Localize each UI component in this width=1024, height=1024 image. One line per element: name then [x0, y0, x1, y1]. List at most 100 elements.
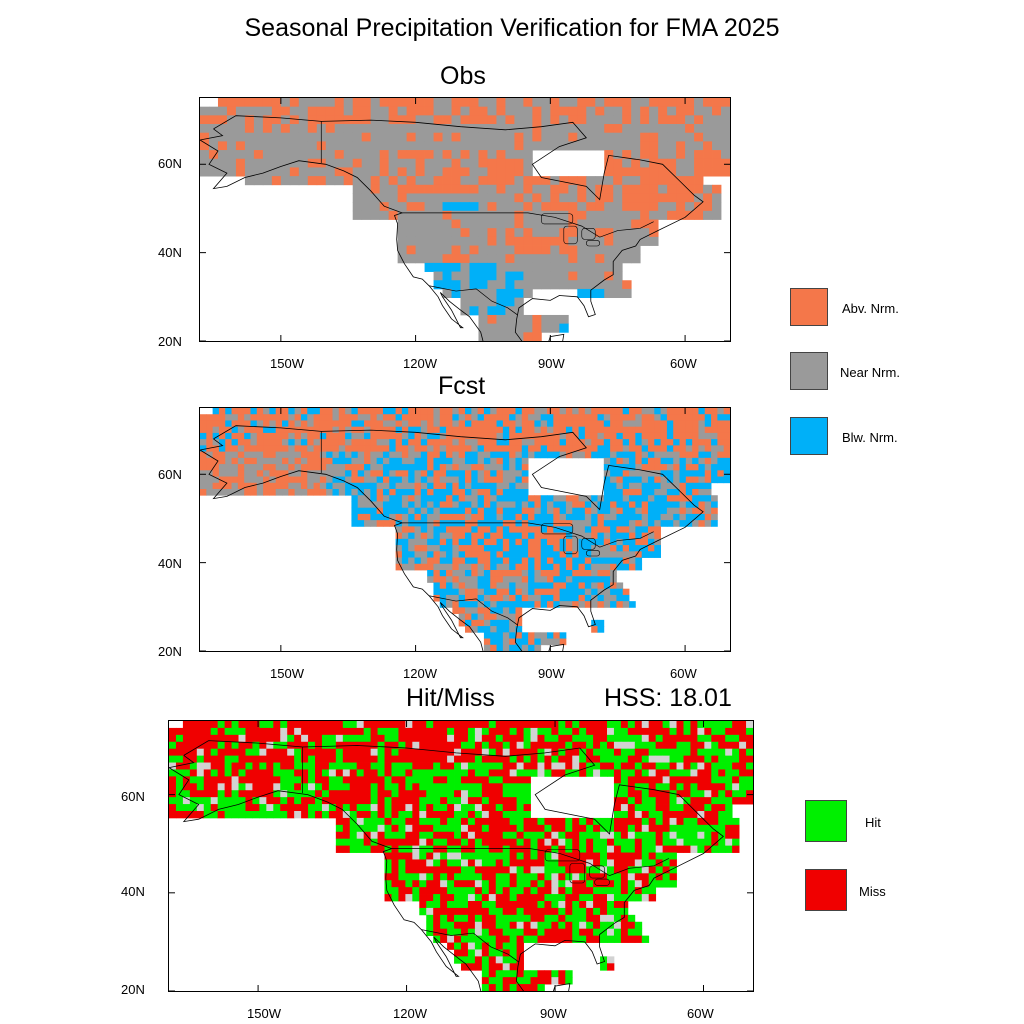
grid-cell-near: [237, 457, 245, 465]
grid-cell-above: [641, 420, 649, 428]
grid-cell-hit: [447, 727, 455, 736]
grid-cell-miss: [495, 831, 504, 840]
grid-cell-hit: [704, 831, 712, 840]
grid-cell-near: [332, 451, 340, 459]
grid-cell-hit: [579, 755, 587, 763]
grid-cell-below: [471, 451, 479, 459]
grid-cell-below: [666, 432, 674, 440]
grid-cell-miss: [711, 817, 719, 826]
grid-cell-above: [253, 98, 264, 108]
grid-cell-near: [376, 451, 384, 459]
grid-cell-above: [351, 476, 359, 484]
grid-cell-above: [334, 150, 345, 160]
grid-cell-near: [460, 236, 470, 246]
grid-cell-miss: [433, 845, 441, 853]
grid-cell-above: [577, 106, 587, 116]
grid-cell-near: [586, 184, 596, 194]
grid-cell-below: [603, 420, 611, 428]
grid-cell-near: [424, 115, 434, 125]
grid-cell-miss: [363, 776, 372, 784]
grid-cell-miss: [474, 741, 483, 750]
grid-cell-near: [208, 106, 219, 116]
grid-cell-hit: [210, 748, 219, 757]
grid-cell-below: [351, 520, 359, 527]
grid-cell-miss: [440, 741, 448, 750]
grid-cell-hit: [342, 734, 351, 743]
grid-cell-near: [406, 158, 416, 168]
grid-cell-above: [235, 167, 246, 177]
grid-cell-below: [490, 607, 497, 615]
grid-cell-near: [424, 254, 434, 264]
grid-cell-above: [460, 167, 470, 177]
grid-cell-above: [300, 420, 308, 428]
grid-cell-near: [541, 193, 551, 203]
grid-cell-above: [395, 563, 403, 571]
grid-cell-near: [458, 588, 466, 596]
grid-cell-miss: [461, 755, 469, 763]
grid-cell-hit: [516, 928, 524, 937]
grid-cell-hit: [572, 921, 580, 930]
grid-cell-below: [212, 432, 220, 440]
grid-cell-miss: [600, 762, 608, 770]
grid-cell-hit: [481, 928, 490, 937]
grid-cell-miss: [488, 734, 497, 743]
grid-cell-above: [294, 476, 302, 484]
grid-cell-hit: [335, 755, 344, 763]
grid-cell-miss: [391, 755, 399, 763]
grid-cell-below: [465, 570, 472, 577]
grid-cell-hit: [586, 741, 594, 750]
grid-cell-above: [442, 254, 452, 264]
grid-cell-hit: [384, 887, 392, 895]
grid-cell-above: [604, 167, 614, 177]
grid-cell-miss: [502, 894, 511, 902]
grid-cell-miss: [342, 831, 351, 840]
grid-cell-miss: [433, 914, 441, 923]
grid-cell-near: [532, 262, 542, 272]
grid-cell-near: [505, 132, 515, 142]
grid-cell-hit: [502, 852, 511, 860]
grid-cell-above: [446, 426, 453, 434]
grid-cell-below: [307, 408, 314, 415]
grid-cell-above: [496, 445, 504, 453]
grid-cell-near: [442, 158, 452, 168]
grid-cell-below: [477, 582, 485, 590]
grid-cell-hit: [544, 921, 552, 930]
grid-cell-below: [351, 513, 359, 521]
grid-cell-nodata: [210, 797, 219, 805]
obs-lat-label-40n: 40N: [158, 245, 182, 260]
grid-cell-near: [578, 451, 586, 459]
grid-cell-near: [658, 141, 668, 151]
grid-cell-miss: [537, 741, 545, 750]
grid-cell-below: [478, 271, 488, 281]
grid-cell-miss: [669, 776, 677, 784]
grid-cell-hit: [600, 921, 608, 930]
grid-cell-near: [586, 141, 596, 151]
grid-cell-near: [603, 545, 611, 552]
grid-cell-above: [465, 476, 472, 484]
grid-cell-above: [649, 132, 659, 142]
grid-cell-near: [401, 476, 409, 484]
grid-cell-below: [666, 489, 674, 496]
grid-cell-below: [427, 470, 434, 477]
grid-cell-near: [307, 141, 318, 151]
grid-cell-near: [460, 158, 470, 168]
grid-cell-nodata: [551, 762, 559, 770]
grid-cell-above: [225, 445, 232, 453]
grid-cell-above: [584, 414, 592, 421]
grid-cell-hit: [321, 741, 330, 750]
grid-cell-miss: [495, 866, 504, 874]
grid-cell-near: [478, 193, 488, 203]
grid-cell-miss: [544, 762, 552, 770]
grid-cell-hit: [641, 852, 650, 860]
grid-cell-miss: [315, 755, 323, 763]
grid-cell-miss: [294, 769, 302, 777]
grid-cell-above: [351, 464, 359, 471]
grid-cell-above: [370, 414, 378, 421]
grid-cell-hit: [718, 845, 726, 853]
grid-cell-nodata: [481, 811, 490, 819]
grid-cell-near: [200, 150, 210, 160]
grid-cell-miss: [349, 748, 358, 757]
grid-cell-hit: [384, 804, 392, 812]
grid-cell-below: [509, 563, 516, 571]
grid-cell-hit: [280, 721, 288, 729]
